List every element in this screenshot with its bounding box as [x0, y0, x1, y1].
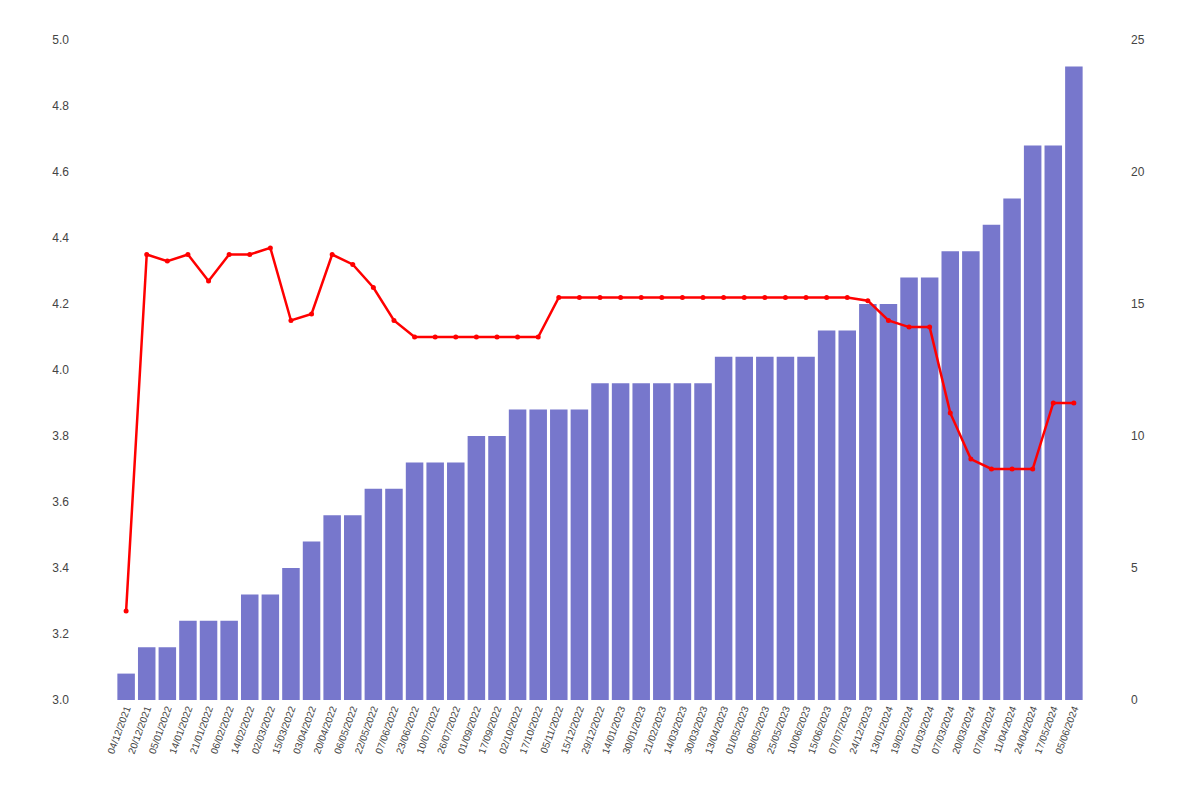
svg-text:0: 0 — [1131, 693, 1138, 707]
svg-text:20/03/2024: 20/03/2024 — [950, 704, 978, 755]
svg-text:03/04/2022: 03/04/2022 — [291, 704, 319, 755]
svg-text:4.4: 4.4 — [52, 231, 69, 245]
svg-text:02/10/2022: 02/10/2022 — [497, 704, 525, 755]
svg-text:3.2: 3.2 — [52, 627, 69, 641]
svg-text:06/02/2022: 06/02/2022 — [208, 704, 236, 755]
svg-text:24/12/2023: 24/12/2023 — [847, 704, 875, 755]
svg-text:13/04/2023: 13/04/2023 — [703, 704, 731, 755]
svg-text:4.6: 4.6 — [52, 165, 69, 179]
svg-text:01/09/2022: 01/09/2022 — [455, 704, 483, 755]
svg-text:20/12/2021: 20/12/2021 — [126, 704, 154, 755]
svg-text:15/03/2022: 15/03/2022 — [270, 704, 298, 755]
svg-text:30/01/2023: 30/01/2023 — [620, 704, 648, 755]
svg-text:06/05/2022: 06/05/2022 — [332, 704, 360, 755]
svg-text:3.8: 3.8 — [52, 429, 69, 443]
svg-text:14/03/2023: 14/03/2023 — [662, 704, 690, 755]
svg-text:07/07/2023: 07/07/2023 — [826, 704, 854, 755]
svg-text:22/05/2022: 22/05/2022 — [352, 704, 380, 755]
svg-text:05/11/2022: 05/11/2022 — [538, 704, 565, 755]
svg-text:01/05/2023: 01/05/2023 — [723, 704, 751, 755]
svg-text:3.4: 3.4 — [52, 561, 69, 575]
svg-text:14/02/2022: 14/02/2022 — [229, 704, 257, 755]
svg-text:29/12/2022: 29/12/2022 — [579, 704, 607, 755]
svg-text:07/04/2024: 07/04/2024 — [971, 704, 999, 755]
svg-text:07/03/2024: 07/03/2024 — [929, 704, 957, 755]
svg-text:20/04/2022: 20/04/2022 — [311, 704, 339, 755]
svg-text:10/07/2022: 10/07/2022 — [414, 704, 442, 755]
svg-text:02/03/2022: 02/03/2022 — [249, 704, 277, 755]
svg-text:17/10/2022: 17/10/2022 — [517, 704, 545, 755]
svg-text:25: 25 — [1131, 33, 1145, 47]
svg-text:25/05/2023: 25/05/2023 — [765, 704, 793, 755]
svg-text:15/12/2022: 15/12/2022 — [559, 704, 587, 755]
svg-text:14/01/2022: 14/01/2022 — [167, 704, 195, 755]
svg-text:01/03/2024: 01/03/2024 — [909, 704, 937, 755]
svg-text:3.0: 3.0 — [52, 693, 69, 707]
svg-text:19/02/2024: 19/02/2024 — [888, 704, 916, 755]
svg-text:10/06/2023: 10/06/2023 — [785, 704, 813, 755]
svg-text:24/04/2024: 24/04/2024 — [1012, 704, 1040, 755]
svg-text:23/06/2022: 23/06/2022 — [394, 704, 422, 755]
svg-text:15: 15 — [1131, 297, 1145, 311]
svg-text:08/05/2023: 08/05/2023 — [744, 704, 772, 755]
svg-text:11/04/2024: 11/04/2024 — [991, 704, 1018, 755]
svg-text:14/01/2023: 14/01/2023 — [600, 704, 628, 755]
svg-text:5: 5 — [1131, 561, 1138, 575]
svg-text:4.2: 4.2 — [52, 297, 69, 311]
svg-text:30/03/2023: 30/03/2023 — [682, 704, 710, 755]
svg-text:21/01/2022: 21/01/2022 — [188, 704, 216, 755]
svg-text:5.0: 5.0 — [52, 33, 69, 47]
svg-text:07/06/2022: 07/06/2022 — [373, 704, 401, 755]
svg-text:26/07/2022: 26/07/2022 — [435, 704, 463, 755]
svg-text:17/05/2024: 17/05/2024 — [1032, 704, 1060, 755]
svg-text:05/06/2024: 05/06/2024 — [1053, 704, 1081, 755]
svg-text:15/06/2023: 15/06/2023 — [806, 704, 834, 755]
svg-text:10: 10 — [1131, 429, 1145, 443]
svg-text:4.0: 4.0 — [52, 363, 69, 377]
svg-text:20: 20 — [1131, 165, 1145, 179]
svg-text:04/12/2021: 04/12/2021 — [105, 704, 133, 755]
svg-text:13/01/2024: 13/01/2024 — [868, 704, 896, 755]
svg-text:17/09/2022: 17/09/2022 — [476, 704, 504, 755]
svg-text:3.6: 3.6 — [52, 495, 69, 509]
svg-text:4.8: 4.8 — [52, 99, 69, 113]
svg-text:21/02/2023: 21/02/2023 — [641, 704, 669, 755]
svg-text:05/01/2022: 05/01/2022 — [146, 704, 174, 755]
